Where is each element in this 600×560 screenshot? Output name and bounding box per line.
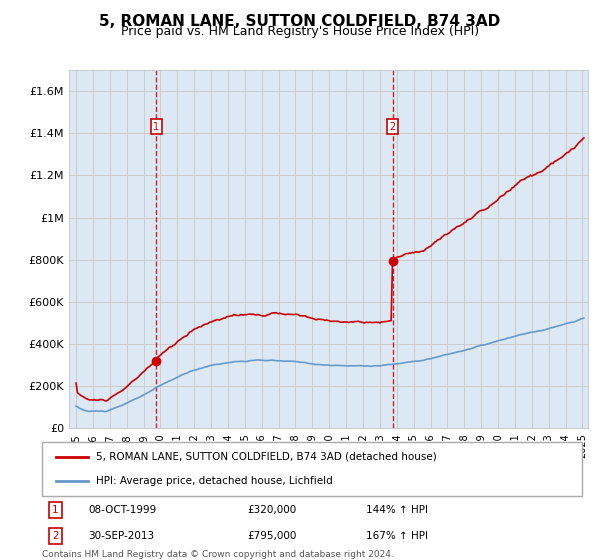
Text: 5, ROMAN LANE, SUTTON COLDFIELD, B74 3AD: 5, ROMAN LANE, SUTTON COLDFIELD, B74 3AD [100,14,500,29]
Text: Contains HM Land Registry data © Crown copyright and database right 2024.
This d: Contains HM Land Registry data © Crown c… [42,550,394,560]
Text: 5, ROMAN LANE, SUTTON COLDFIELD, B74 3AD (detached house): 5, ROMAN LANE, SUTTON COLDFIELD, B74 3AD… [96,452,437,462]
Text: 1: 1 [153,122,159,132]
Text: 1: 1 [52,505,59,515]
Text: 167% ↑ HPI: 167% ↑ HPI [366,531,428,541]
Text: HPI: Average price, detached house, Lichfield: HPI: Average price, detached house, Lich… [96,476,333,486]
Text: £320,000: £320,000 [247,505,296,515]
FancyBboxPatch shape [42,442,582,496]
Text: 30-SEP-2013: 30-SEP-2013 [88,531,154,541]
Text: 2: 2 [389,122,395,132]
Text: 144% ↑ HPI: 144% ↑ HPI [366,505,428,515]
Text: £795,000: £795,000 [247,531,296,541]
Text: 2: 2 [52,531,59,541]
Text: 08-OCT-1999: 08-OCT-1999 [88,505,156,515]
Text: Price paid vs. HM Land Registry's House Price Index (HPI): Price paid vs. HM Land Registry's House … [121,25,479,38]
